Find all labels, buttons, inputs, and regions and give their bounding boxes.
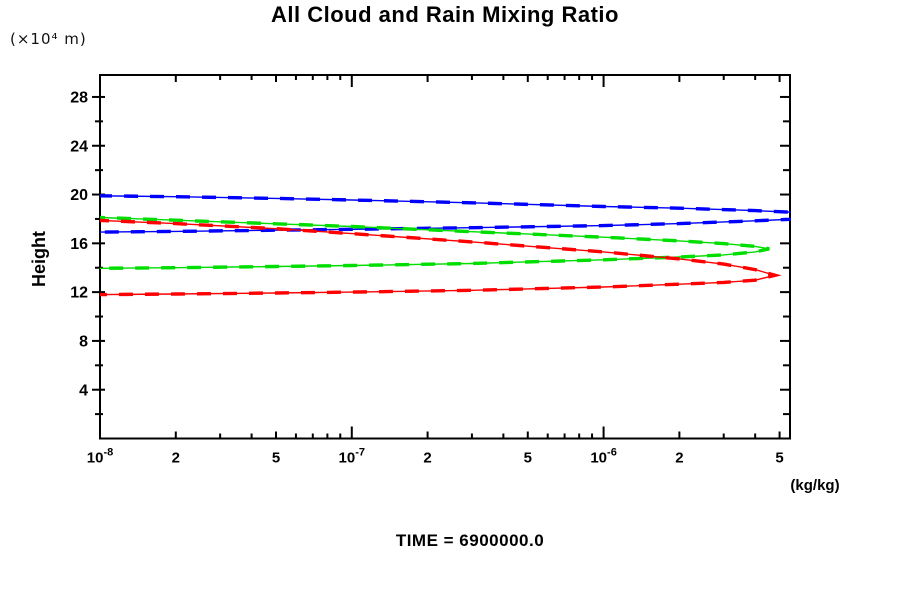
x-tick-label: 5 xyxy=(775,450,783,467)
series-group xyxy=(99,194,791,297)
x-tick-label: 2 xyxy=(423,450,431,467)
green-profile-line-dashes xyxy=(99,215,770,270)
x-axis-unit-label: (kg/kg) xyxy=(790,477,840,494)
x-tick-label: 5 xyxy=(524,450,532,467)
y-tick-label: 16 xyxy=(70,236,88,253)
x-tick-label: 10-6 xyxy=(590,447,616,467)
y-tick-label: 4 xyxy=(79,382,88,399)
x-tick-label: 10-7 xyxy=(339,447,365,467)
y-tick-label: 12 xyxy=(70,285,88,302)
x-tick-label: 2 xyxy=(675,450,683,467)
y-tick-label: 20 xyxy=(70,187,88,204)
y-tick-label: 24 xyxy=(70,138,88,155)
time-caption: TIME = 6900000.0 xyxy=(395,531,545,550)
red-profile-line-dashes xyxy=(99,218,782,297)
plot-frame xyxy=(99,74,791,440)
y-tick-label: 28 xyxy=(70,90,88,107)
x-tick-label: 5 xyxy=(272,450,280,467)
x-tick-label: 2 xyxy=(172,450,180,467)
y-tick-label: 8 xyxy=(79,334,88,351)
chart-title: All Cloud and Rain Mixing Ratio xyxy=(271,2,619,27)
blue-profile-line-dashes xyxy=(99,194,791,234)
y-axis-unit-label: (×10⁴ m) xyxy=(10,30,87,48)
x-tick-label: 10-8 xyxy=(87,447,113,467)
